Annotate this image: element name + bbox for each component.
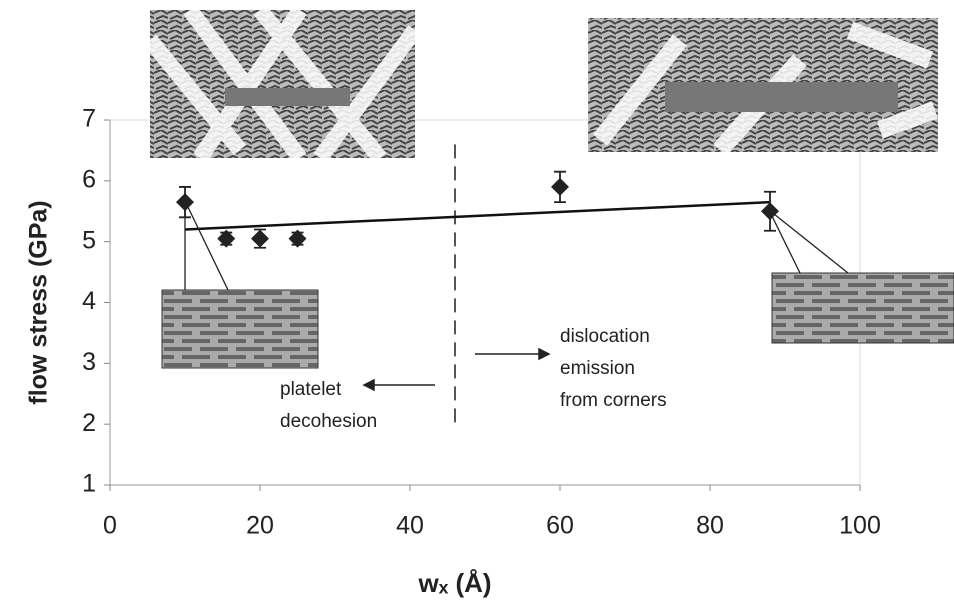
x-tick-label: 0: [103, 512, 117, 540]
data-point: [551, 177, 569, 196]
y-tick-label: 3: [82, 348, 96, 376]
data-point: [176, 193, 194, 212]
x-tick-label: 80: [696, 512, 724, 540]
brick-diagram-left: [161, 289, 319, 369]
x-tick-label: 40: [396, 512, 424, 540]
connector-lines: [184, 202, 849, 291]
y-tick-label: 2: [82, 409, 96, 437]
x-tick-label: 100: [839, 512, 881, 540]
x-axis-label: wₓ (Å): [417, 568, 491, 598]
inset-image-right: [588, 18, 939, 156]
x-tick-label: 20: [246, 512, 274, 540]
y-axis-label: flow stress (GPa): [25, 200, 53, 404]
inset-image-left: [143, 4, 422, 164]
annotation: platelet: [280, 379, 342, 400]
data-point: [217, 229, 236, 248]
y-tick-label: 5: [82, 226, 96, 254]
annotation-arrows: [362, 347, 551, 392]
annotation: dislocation: [560, 326, 650, 347]
y-tick-label: 1: [82, 470, 96, 498]
y-tick-label: 6: [82, 165, 96, 193]
trend-line: [184, 200, 771, 231]
y-tick-label: 4: [82, 287, 96, 315]
plot-area: 1 2 3 4 5 6 7 0 20 40 60 80 100 flow stress (GPa) wₓ (…: [25, 105, 881, 598]
y-tick-label: 7: [82, 105, 96, 133]
annotation: emission: [560, 358, 635, 379]
annotation: decohesion: [280, 411, 377, 432]
brick-diagram-right: [771, 272, 954, 344]
data-point: [288, 229, 307, 248]
data-point: [251, 229, 269, 248]
x-tick-label: 60: [546, 512, 574, 540]
annotation: from corners: [560, 390, 667, 411]
